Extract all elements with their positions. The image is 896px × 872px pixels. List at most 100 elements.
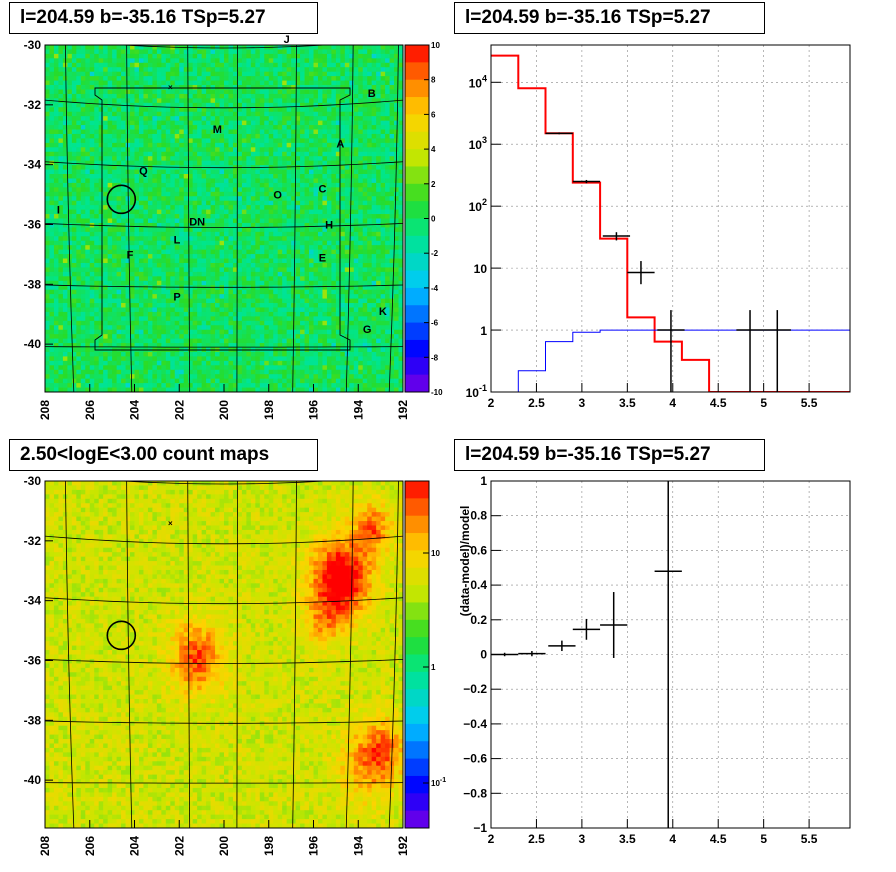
map-pixel bbox=[344, 218, 350, 224]
map-pixel bbox=[371, 102, 377, 108]
map-pixel bbox=[197, 147, 203, 153]
map-pixel bbox=[349, 231, 355, 237]
map-pixel bbox=[121, 147, 126, 153]
map-pixel bbox=[358, 80, 364, 86]
map-pixel bbox=[331, 218, 337, 224]
map-pixel bbox=[268, 271, 274, 277]
map-pixel bbox=[53, 111, 59, 117]
map-pixel bbox=[353, 85, 359, 90]
map-pixel bbox=[138, 111, 144, 117]
map-pixel bbox=[94, 214, 100, 219]
map-pixel bbox=[210, 76, 216, 81]
map-pixel bbox=[71, 254, 77, 259]
map-pixel bbox=[362, 245, 368, 251]
map-pixel bbox=[161, 107, 167, 113]
map-pixel bbox=[67, 133, 73, 139]
map-pixel bbox=[246, 174, 252, 179]
map-pixel bbox=[389, 111, 395, 117]
map-pixel bbox=[340, 165, 346, 170]
map-pixel bbox=[331, 151, 337, 157]
map-pixel bbox=[380, 151, 386, 157]
map-pixel bbox=[183, 187, 189, 193]
map-pixel bbox=[197, 93, 203, 99]
map-pixel bbox=[237, 303, 243, 308]
map-pixel bbox=[389, 80, 395, 86]
map-pixel bbox=[138, 267, 144, 273]
map-pixel bbox=[362, 107, 368, 113]
map-pixel bbox=[188, 133, 194, 139]
map-pixel bbox=[58, 147, 64, 153]
map-pixel bbox=[326, 298, 332, 304]
map-pixel bbox=[152, 294, 158, 299]
map-pixel bbox=[362, 200, 368, 206]
map-pixel bbox=[286, 147, 292, 153]
map-pixel bbox=[326, 214, 332, 219]
map-pixel bbox=[358, 196, 364, 202]
map-pixel bbox=[317, 258, 323, 264]
map-pixel bbox=[80, 98, 86, 104]
map-pixel bbox=[67, 307, 73, 313]
map-pixel bbox=[179, 311, 185, 317]
map-pixel bbox=[165, 160, 171, 166]
map-pixel bbox=[125, 93, 131, 99]
map-pixel bbox=[277, 111, 283, 117]
map-pixel bbox=[152, 58, 158, 64]
map-pixel bbox=[206, 271, 211, 277]
map-pixel bbox=[138, 249, 144, 255]
map-pixel bbox=[98, 254, 104, 259]
map-pixel bbox=[349, 254, 355, 259]
map-pixel bbox=[161, 285, 167, 291]
map-pixel bbox=[183, 76, 189, 81]
map-pixel bbox=[116, 285, 122, 291]
map-pixel bbox=[49, 191, 55, 197]
map-pixel bbox=[232, 191, 238, 197]
map-pixel bbox=[215, 116, 220, 122]
map-pixel bbox=[80, 303, 86, 308]
map-pixel bbox=[250, 129, 256, 135]
map-pixel bbox=[300, 222, 305, 228]
map-pixel bbox=[394, 236, 399, 242]
map-pixel bbox=[71, 102, 77, 108]
map-pixel bbox=[331, 298, 337, 304]
map-pixel bbox=[250, 276, 256, 282]
map-pixel bbox=[67, 156, 73, 162]
map-pixel bbox=[210, 236, 216, 242]
map-pixel bbox=[94, 231, 100, 237]
map-pixel bbox=[76, 76, 82, 81]
map-pixel bbox=[250, 222, 256, 228]
map-pixel bbox=[259, 298, 265, 304]
map-pixel bbox=[219, 205, 225, 210]
map-pixel bbox=[367, 240, 373, 246]
map-pixel bbox=[192, 125, 198, 130]
map-pixel bbox=[206, 80, 211, 86]
map-pixel bbox=[206, 76, 211, 81]
map-pixel bbox=[107, 125, 113, 130]
map-pixel bbox=[147, 133, 153, 139]
map-pixel bbox=[134, 142, 140, 148]
map-pixel bbox=[116, 187, 122, 193]
map-pixel bbox=[58, 138, 64, 144]
map-pixel bbox=[295, 276, 301, 282]
map-pixel bbox=[143, 191, 149, 197]
map-pixel bbox=[317, 98, 323, 104]
map-pixel bbox=[71, 236, 77, 242]
map-pixel bbox=[250, 262, 256, 268]
map-pixel bbox=[376, 125, 382, 130]
map-pixel bbox=[170, 311, 176, 317]
map-pixel bbox=[250, 178, 256, 184]
map-pixel bbox=[107, 45, 113, 50]
map-pixel bbox=[331, 107, 337, 113]
map-pixel bbox=[362, 209, 368, 215]
map-pixel bbox=[291, 49, 297, 55]
map-pixel bbox=[241, 156, 247, 162]
map-pixel bbox=[362, 316, 368, 322]
map-pixel bbox=[197, 294, 203, 299]
map-pixel bbox=[331, 62, 337, 68]
map-pixel bbox=[219, 240, 225, 246]
map-pixel bbox=[313, 71, 319, 77]
map-pixel bbox=[250, 76, 256, 81]
map-pixel bbox=[335, 231, 341, 237]
map-pixel bbox=[112, 169, 118, 175]
map-pixel bbox=[246, 271, 252, 277]
map-pixel bbox=[170, 80, 176, 86]
